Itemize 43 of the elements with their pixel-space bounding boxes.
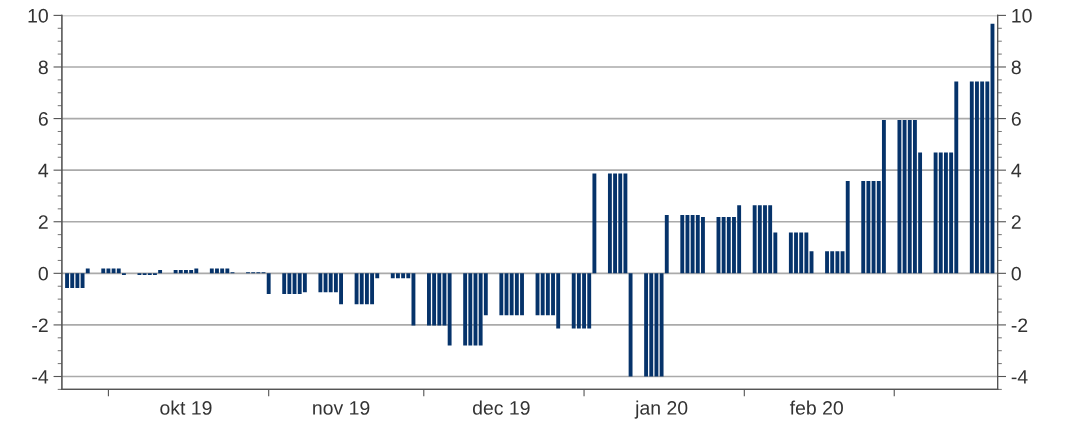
bar	[664, 215, 669, 274]
bar	[80, 273, 85, 289]
bar	[302, 273, 307, 293]
y-tick-label: 8	[38, 60, 48, 75]
y-tick-label: 10	[28, 8, 48, 23]
bar	[266, 273, 271, 294]
y-tick-label: 0	[38, 266, 48, 281]
y2-tick-label: 8	[1011, 60, 1021, 75]
bar	[85, 268, 90, 274]
y2-tick-label: -4	[1011, 370, 1028, 384]
x-tick-label: feb 20	[789, 400, 843, 415]
bar	[592, 173, 597, 274]
y-tick-label: 2	[38, 215, 48, 229]
bar	[116, 268, 121, 274]
y2-tick-label: -2	[1011, 318, 1028, 332]
bar	[158, 269, 163, 274]
bar	[897, 120, 902, 274]
bar	[101, 268, 106, 274]
bar	[282, 273, 287, 294]
y-tick-label: -4	[32, 370, 49, 384]
x-tick-label: nov 19	[313, 401, 370, 415]
bar	[447, 273, 452, 346]
x-tick-label: okt 19	[160, 400, 212, 415]
y2-tick-label: 10	[1012, 8, 1032, 23]
bar	[463, 273, 468, 346]
y2-tick-label: 6	[1011, 112, 1021, 126]
bar	[644, 273, 649, 377]
bar	[628, 273, 633, 377]
x-tick-label: dec 19	[472, 400, 530, 415]
bar	[680, 215, 685, 274]
y-tick-label: 6	[38, 112, 48, 126]
bar	[861, 180, 866, 274]
y2-tick-label: 4	[1011, 163, 1022, 178]
y-tick-label: 4	[38, 163, 49, 178]
x-tick-label: jan 20	[634, 400, 688, 419]
bar	[845, 180, 850, 274]
bar	[499, 273, 504, 316]
bar	[318, 273, 323, 293]
bar	[881, 120, 886, 274]
y-tick-label: -2	[32, 318, 48, 332]
bar	[659, 273, 664, 377]
y2-tick-label: 2	[1011, 215, 1021, 229]
y2-tick-label: 0	[1011, 266, 1021, 281]
